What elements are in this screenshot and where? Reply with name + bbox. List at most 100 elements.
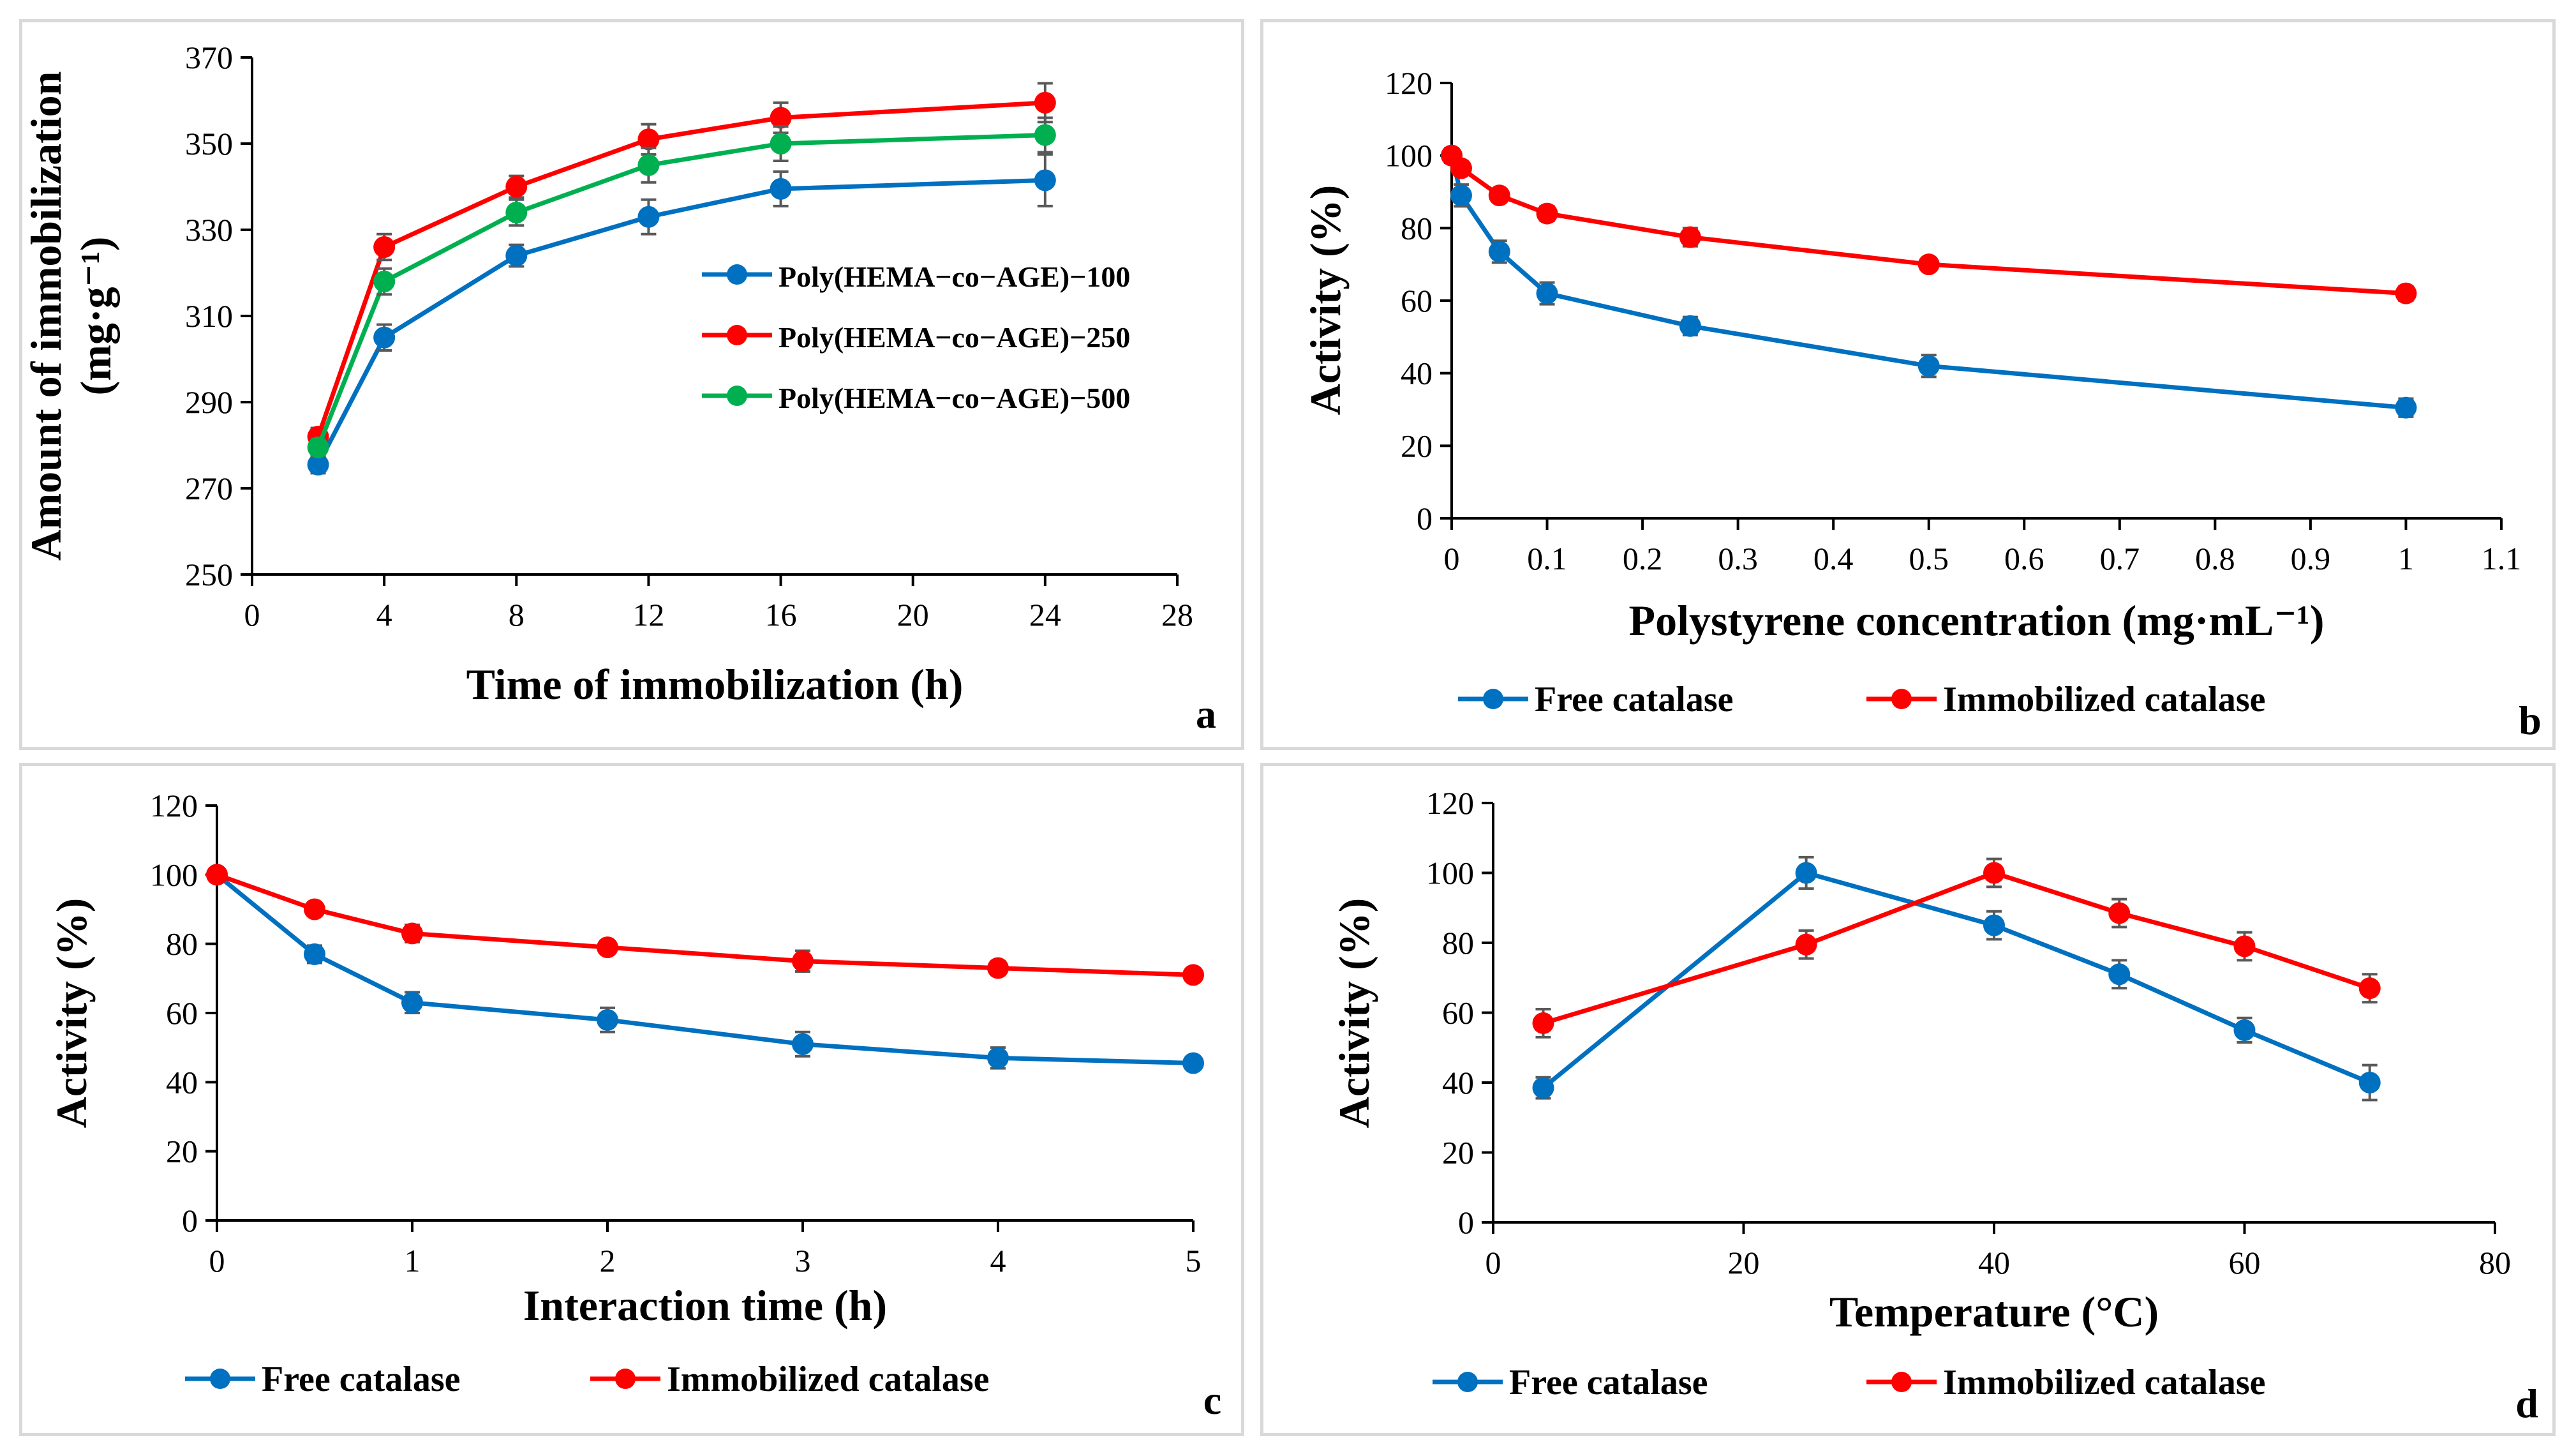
series-0 <box>307 153 1056 476</box>
data-point <box>637 154 660 176</box>
y-tick-label: 40 <box>1442 1065 1474 1100</box>
panel-b-frame <box>1260 19 2556 750</box>
legend-swatch-marker <box>727 386 747 406</box>
x-tick-label: 20 <box>897 597 929 633</box>
data-point <box>1034 124 1056 146</box>
data-point <box>770 107 792 129</box>
data-point <box>1983 862 2005 884</box>
panel-letter: a <box>1196 691 1216 737</box>
panel-letter: d <box>2515 1381 2538 1426</box>
legend-swatch-marker <box>727 325 747 345</box>
data-point <box>2358 1072 2381 1093</box>
data-point <box>1679 315 1701 337</box>
x-tick-label: 40 <box>1978 1245 2010 1280</box>
y-tick-label: 270 <box>185 470 233 506</box>
series-1 <box>1532 857 2381 1039</box>
legend-label: Poly(HEMA−co−AGE)−250 <box>778 321 1130 354</box>
x-axis-title: Interaction time (h) <box>523 1281 887 1330</box>
data-point <box>1917 355 1940 377</box>
y-tick-label: 290 <box>185 384 233 420</box>
y-tick-label: 60 <box>1442 995 1474 1031</box>
series-line <box>1542 870 2371 1026</box>
y-tick-label: 80 <box>166 926 198 962</box>
chart-panel-c: 0 20 40 60 80 100 120 0 1 2 3 4 5 Interaction time (h… <box>47 788 1221 1423</box>
x-tick-label: 0.2 <box>1623 541 1663 576</box>
y-tick-label: 120 <box>1426 785 1474 821</box>
x-tick-label: 16 <box>765 597 797 633</box>
series-line <box>316 177 1045 466</box>
x-tick-label: 60 <box>2229 1245 2261 1280</box>
series-0 <box>1441 144 2417 419</box>
x-tick-label: 28 <box>1161 597 1193 633</box>
legend-label: Free catalase <box>1535 680 1733 719</box>
x-tick-label: 0 <box>209 1243 225 1279</box>
data-point <box>1983 914 2005 936</box>
data-point <box>987 1047 1009 1069</box>
data-point <box>373 236 396 258</box>
x-tick-label: 1 <box>405 1243 421 1279</box>
y-tick-label: 40 <box>166 1064 198 1100</box>
data-point <box>505 176 528 198</box>
x-tick-label: 0.5 <box>1909 541 1949 576</box>
data-point <box>1182 964 1204 986</box>
y-tick-label: 60 <box>166 995 198 1031</box>
data-point <box>597 936 618 959</box>
x-tick-label: 0.3 <box>1718 541 1758 576</box>
x-tick-label: 0 <box>244 597 260 633</box>
y-tick-label: 100 <box>150 857 198 892</box>
legend-label: Poly(HEMA−co−AGE)−100 <box>778 260 1130 293</box>
legend-swatch-marker <box>1891 689 1912 709</box>
series-0 <box>206 864 1204 1074</box>
data-point <box>597 1009 618 1031</box>
y-tick-label: 20 <box>1401 428 1433 463</box>
x-tick-label: 0.7 <box>2100 541 2140 576</box>
series-line <box>1542 870 2371 1090</box>
y-tick-label: 80 <box>1401 210 1433 246</box>
chart-panel-a: 250 270 290 310 330 350 370 0 4 8 12 16 20 24 28 Time o… <box>22 40 1216 737</box>
panel-letter: b <box>2519 698 2542 743</box>
data-point <box>1532 1077 1554 1099</box>
legend-swatch-marker <box>1457 1372 1478 1392</box>
x-tick-label: 0.1 <box>1527 541 1567 576</box>
x-tick-label: 0.9 <box>2291 541 2331 576</box>
legend: Free catalase Immobilized catalase <box>1433 1363 2265 1402</box>
series-line <box>316 133 1045 449</box>
x-axis-title: Polystyrene concentration (mg·mL⁻¹) <box>1629 596 2325 645</box>
y-tick-label: 80 <box>1442 925 1474 961</box>
x-tick-label: 1.1 <box>2482 541 2522 576</box>
panel-d-frame <box>1260 763 2556 1436</box>
data-point <box>2233 1019 2256 1041</box>
y-tick-label: 60 <box>1401 283 1433 319</box>
legend-swatch-marker <box>1483 689 1503 709</box>
data-point <box>401 922 423 945</box>
y-tick-label: 40 <box>1401 356 1433 391</box>
data-point <box>1182 1052 1204 1074</box>
data-point <box>2358 977 2381 1000</box>
legend-swatch-marker <box>615 1369 636 1389</box>
data-point <box>1795 862 1817 884</box>
legend-label: Free catalase <box>262 1360 460 1399</box>
series-1 <box>1441 144 2417 304</box>
y-tick-label: 310 <box>185 298 233 334</box>
y-axis-title-line1: Amount of immobilization <box>22 71 70 561</box>
legend: Free catalase Immobilized catalase <box>185 1360 989 1399</box>
data-point <box>1034 91 1056 114</box>
data-point <box>1536 202 1558 225</box>
data-point <box>1679 226 1701 248</box>
legend-label: Immobilized catalase <box>667 1360 989 1399</box>
legend-label: Free catalase <box>1509 1363 1708 1402</box>
legend-swatch-marker <box>727 264 747 285</box>
data-point <box>792 950 814 972</box>
data-point <box>373 326 396 349</box>
data-point <box>505 202 528 223</box>
legend-label: Poly(HEMA−co−AGE)−500 <box>778 382 1130 414</box>
x-tick-label: 24 <box>1029 597 1061 633</box>
y-tick-label: 250 <box>185 557 233 592</box>
data-point <box>206 864 228 886</box>
y-axis-title: Activity (%) <box>47 898 96 1129</box>
data-point <box>373 271 396 292</box>
y-tick-label: 370 <box>185 40 233 75</box>
data-point <box>307 436 329 458</box>
data-point <box>304 898 325 920</box>
data-point <box>401 991 423 1014</box>
